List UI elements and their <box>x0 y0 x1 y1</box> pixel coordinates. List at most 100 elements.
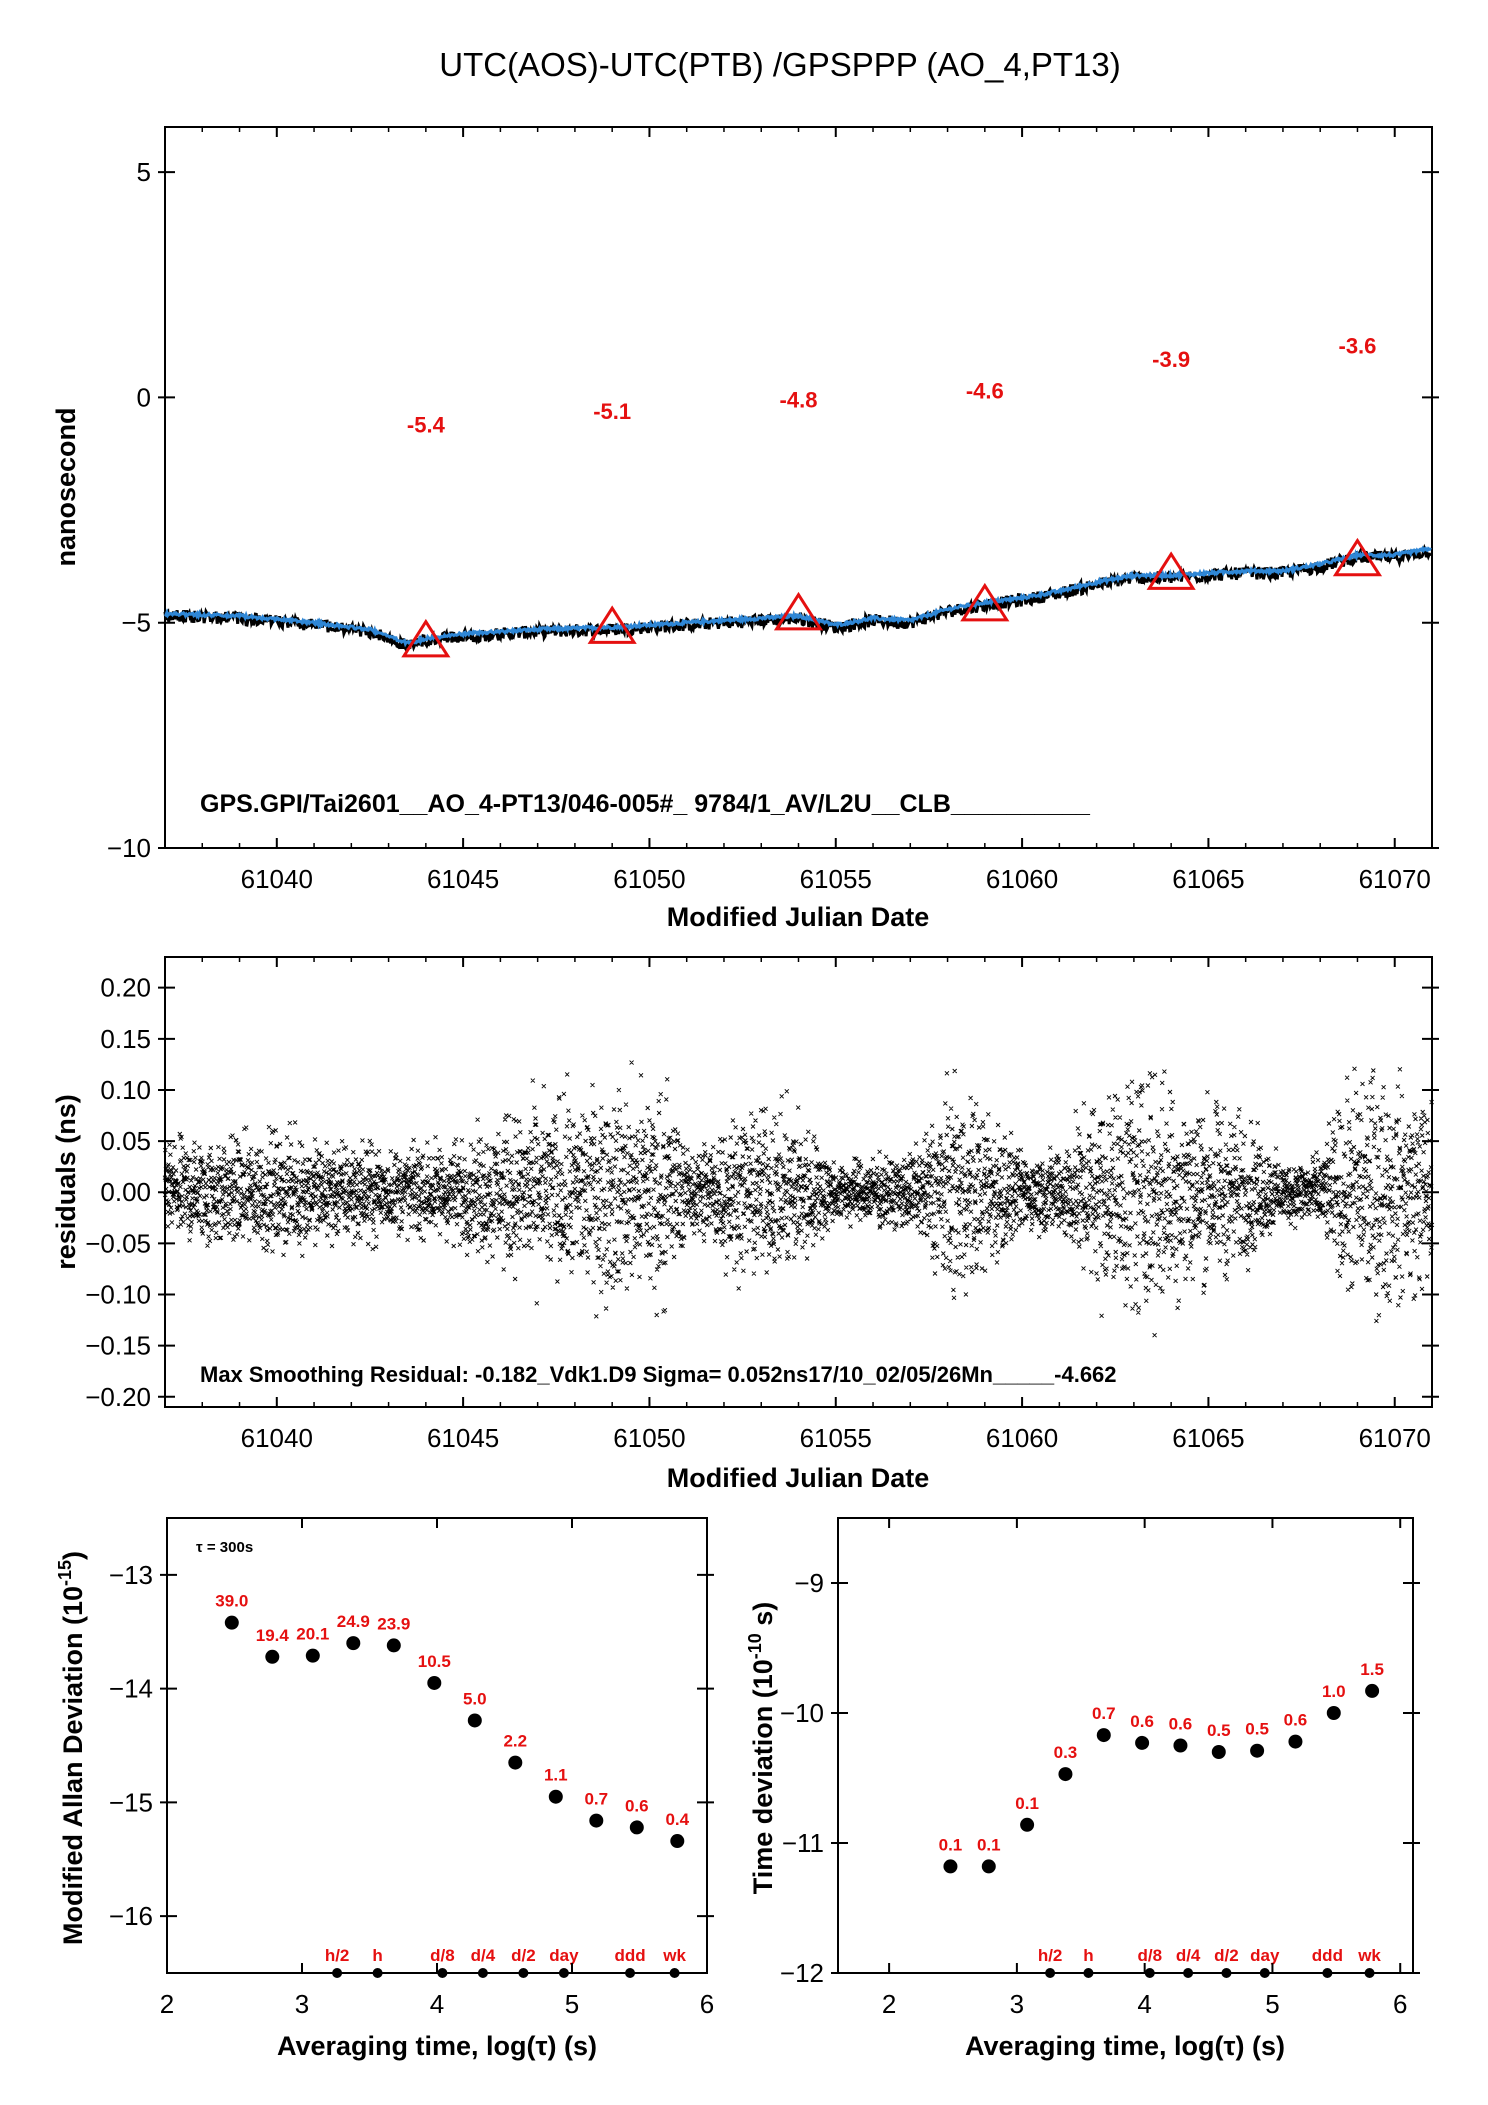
reference-label: h/2 <box>325 1946 350 1965</box>
y-tick-label: 0.00 <box>100 1177 151 1207</box>
mdev-points: 39.0 19.4 20.1 24.9 23.9 10.5 5.0 2.2 1.1 0.7 0.6 0… <box>215 1592 690 1978</box>
deviation-point-label: 1.0 <box>1322 1682 1346 1701</box>
y-tick-label: −10 <box>780 1698 824 1728</box>
deviation-point <box>1365 1683 1380 1698</box>
main-plot-frame <box>164 126 1433 849</box>
reference-point <box>1221 1968 1232 1978</box>
deviation-point-label: 0.1 <box>1015 1794 1039 1813</box>
deviation-point <box>670 1834 685 1849</box>
main-raw-series <box>163 543 1432 653</box>
deviation-point-label: 1.1 <box>544 1766 568 1785</box>
y-tick-label: 5 <box>137 157 151 187</box>
deviation-point-label: 2.2 <box>503 1732 527 1751</box>
mdev-x-axis-label: Averaging time, log(τ) (s) <box>277 2031 597 2061</box>
y-tick-label: 0.05 <box>100 1126 151 1156</box>
residual-x-markers <box>162 1060 1435 1338</box>
y-tick-label: −16 <box>109 1901 153 1931</box>
reference-point <box>1183 1968 1194 1978</box>
deviation-point-label: 0.5 <box>1245 1720 1269 1739</box>
deviation-point <box>1020 1817 1035 1832</box>
deviation-point-label: 24.9 <box>337 1612 370 1631</box>
reference-label: h <box>372 1946 382 1965</box>
deviation-point-label: 0.7 <box>1092 1704 1116 1723</box>
deviation-point-label: 1.5 <box>1360 1660 1384 1679</box>
reference-label: ddd <box>1312 1946 1343 1965</box>
reference-label: h/2 <box>1038 1946 1063 1965</box>
figure-title: UTC(AOS)-UTC(PTB) /GPSPPP (AO_4,PT13) <box>439 46 1121 83</box>
x-tick-label: 4 <box>1137 1989 1151 2019</box>
x-tick-label: 6 <box>700 1989 714 2019</box>
reference-label: d/2 <box>511 1946 536 1965</box>
y-tick-label: −0.05 <box>85 1228 151 1258</box>
reference-point <box>372 1968 383 1978</box>
y-tick-label: −13 <box>109 1560 153 1590</box>
x-tick-label: 5 <box>1265 1989 1279 2019</box>
red-triangle-marker <box>960 582 1010 622</box>
mdev-plot-frame <box>166 1517 708 1974</box>
red-triangle-marker <box>1146 551 1196 590</box>
x-tick-label: 61065 <box>1172 864 1244 894</box>
reference-point <box>669 1968 680 1978</box>
deviation-point <box>1058 1767 1073 1782</box>
deviation-point-label: 10.5 <box>418 1652 451 1671</box>
y-tick-label: −0.10 <box>85 1280 151 1310</box>
deviation-point <box>1250 1743 1265 1758</box>
y-tick-label: 0.15 <box>100 1024 151 1054</box>
x-tick-label: 3 <box>1010 1989 1024 2019</box>
deviation-point <box>467 1713 482 1728</box>
x-tick-label: 61060 <box>986 864 1058 894</box>
reference-point <box>1045 1968 1056 1978</box>
x-tick-label: 61065 <box>1172 1423 1244 1453</box>
deviation-point <box>1135 1735 1150 1750</box>
x-tick-label: 61070 <box>1359 1423 1431 1453</box>
deviation-point-label: 0.4 <box>665 1810 689 1829</box>
deviation-point <box>589 1813 604 1828</box>
y-tick-label: −5 <box>121 608 151 638</box>
y-tick-label: −11 <box>782 1828 824 1858</box>
mdev-y-axis-label: Modified Allan Deviation (10-15) <box>55 1551 88 1945</box>
deviation-point <box>427 1675 442 1690</box>
reference-point <box>518 1968 529 1978</box>
x-tick-label: 61060 <box>986 1423 1058 1453</box>
y-tick-label: 0 <box>137 382 151 412</box>
deviation-point <box>548 1789 563 1804</box>
deviation-point-label: 0.7 <box>584 1790 608 1809</box>
y-tick-label: −10 <box>107 833 151 863</box>
mdev-tau-note: τ = 300s <box>196 1539 253 1556</box>
deviation-point <box>629 1820 644 1835</box>
tdev-points: 0.1 0.1 0.1 0.3 0.7 0.6 0.6 0.5 0.5 0.6 1.0 1.5 h/2 h… <box>939 1660 1384 1978</box>
x-tick-label: 61050 <box>613 864 685 894</box>
deviation-point-label: 0.3 <box>1054 1743 1078 1762</box>
main-annotation: GPS.GPI/Tai2601__AO_4-PT13/046-005#_ 978… <box>200 790 1091 818</box>
deviation-point-label: 39.0 <box>215 1592 248 1611</box>
reference-label: d/8 <box>1137 1946 1162 1965</box>
x-tick-label: 61055 <box>800 1423 872 1453</box>
main-smoothed-series <box>163 545 1432 648</box>
deviation-point-label: 0.6 <box>1130 1712 1154 1731</box>
x-tick-label: 61045 <box>427 1423 499 1453</box>
y-tick-label: 0.10 <box>100 1075 151 1105</box>
deviation-point-label: 20.1 <box>296 1625 329 1644</box>
marker-value-label: -4.8 <box>780 388 818 413</box>
marker-value-label: -5.4 <box>407 412 446 437</box>
x-tick-label: 61045 <box>427 864 499 894</box>
tdev-y-axis-label: Time deviation (10-10 s) <box>745 1602 778 1895</box>
x-tick-label: 6 <box>1393 1989 1407 2019</box>
mdev-axes: 2 3 4 5 6 −16 −15 −14 −13 <box>109 1518 714 2019</box>
reference-point <box>1144 1968 1155 1978</box>
red-triangle-marker <box>587 605 637 644</box>
deviation-point-label: 0.6 <box>1284 1711 1308 1730</box>
y-tick-label: −15 <box>109 1787 153 1817</box>
y-tick-label: 0.20 <box>100 973 151 1003</box>
deviation-point <box>1096 1728 1111 1743</box>
deviation-point <box>1173 1738 1188 1753</box>
reference-label: wk <box>662 1946 686 1965</box>
mdev-y-axis-label-exp: -15 <box>55 1560 75 1586</box>
mdev-y-axis-label-main: Modified Allan Deviation (10 <box>58 1586 88 1945</box>
main-markers: -5.4 -5.1 -4.8 -4.6 -3.9 -3.6 <box>401 334 1383 658</box>
residuals-y-axis-label: residuals (ns) <box>51 1094 81 1270</box>
deviation-point-label: 0.5 <box>1207 1721 1231 1740</box>
x-tick-label: 5 <box>565 1989 579 2019</box>
reference-point <box>1322 1968 1333 1978</box>
main-axes: 61040 61045 61050 61055 61060 61065 61070 −10 −5… <box>107 127 1439 894</box>
